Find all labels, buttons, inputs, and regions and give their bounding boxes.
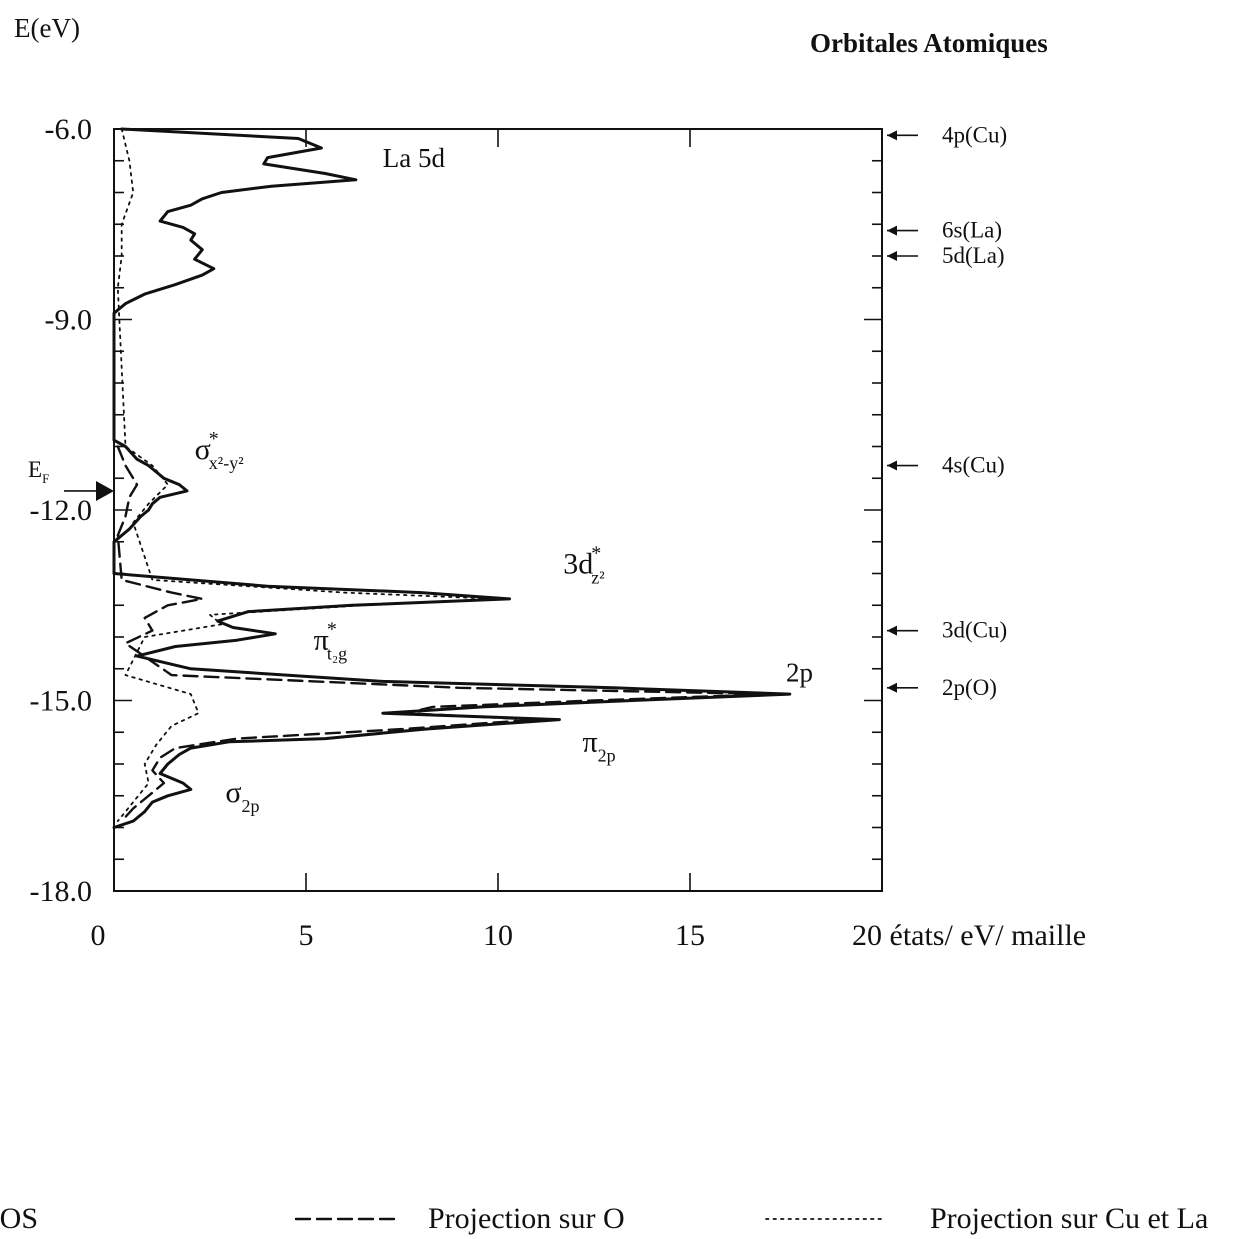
orbital-arrowhead bbox=[887, 625, 897, 636]
x-tick-label: 15 bbox=[675, 919, 705, 952]
y-tick-label: -12.0 bbox=[30, 494, 93, 527]
y-axis-label: E(eV) bbox=[14, 13, 80, 43]
x-axis-label: 20 états/ eV/ maille bbox=[852, 919, 1086, 952]
orbital-label: 4s(Cu) bbox=[942, 453, 1005, 478]
legend-cula-label: Projection sur Cu et La bbox=[930, 1202, 1208, 1235]
atomic-orbital-levels: 4p(Cu) 6s(La)5d(La) 4s(Cu) 3d(Cu) 2p(O) bbox=[887, 122, 1007, 700]
dos-total-curve bbox=[112, 127, 792, 829]
chart-title: Orbitales Atomiques bbox=[810, 28, 1048, 58]
fermi-arrowhead bbox=[96, 480, 114, 501]
legend: DOS Projection sur O Projection sur Cu e… bbox=[0, 1202, 1208, 1235]
orbital-arrowhead bbox=[887, 460, 897, 471]
annotation-sigma-2p: σ2p bbox=[225, 776, 259, 816]
annotation-sigma-x2y2: σ* x²-y² bbox=[195, 428, 244, 473]
orbital-label: 5d(La) bbox=[942, 243, 1005, 268]
orbital-arrowhead bbox=[887, 682, 897, 693]
orbital-arrowhead bbox=[887, 130, 897, 141]
annotation-3dz2: 3d* z² bbox=[563, 543, 604, 588]
x-tick-labels: 0 5 10 15 bbox=[91, 919, 706, 952]
annotation-la5d: La 5d bbox=[383, 143, 446, 173]
orbital-label: 2p(O) bbox=[942, 675, 997, 700]
x-tick-label: 10 bbox=[483, 919, 513, 952]
orbital-arrowhead bbox=[887, 251, 897, 261]
orbital-label: 6s(La) bbox=[942, 218, 1002, 243]
fermi-label: EF bbox=[28, 457, 49, 486]
band-annotations: La 5d σ* x²-y² 3d* z² π* t₂g 2p π2p σ2p bbox=[195, 143, 813, 816]
x-tick-label: 0 bbox=[91, 919, 106, 952]
y-tick-label: -15.0 bbox=[30, 685, 93, 718]
annotation-pi-t2g: π* t₂g bbox=[314, 619, 347, 664]
dos-o-projection-curve bbox=[116, 445, 772, 823]
y-tick-label: -9.0 bbox=[45, 304, 93, 337]
orbital-label: 3d(Cu) bbox=[942, 618, 1007, 643]
y-tick-labels: -6.0 -9.0 -12.0 -15.0 -18.0 bbox=[30, 113, 93, 908]
y-tick-label: -6.0 bbox=[45, 113, 93, 146]
axis-ticks bbox=[114, 128, 882, 892]
annotation-pi-2p: π2p bbox=[582, 725, 615, 765]
legend-o-label: Projection sur O bbox=[428, 1202, 625, 1235]
orbital-label: 4p(Cu) bbox=[942, 122, 1007, 147]
orbital-arrowhead bbox=[887, 225, 897, 236]
x-tick-label: 5 bbox=[299, 919, 314, 952]
dos-curves bbox=[112, 127, 792, 829]
legend-dos-label: DOS bbox=[0, 1202, 38, 1235]
dos-cula-projection-curve bbox=[116, 128, 499, 822]
y-tick-label: -18.0 bbox=[30, 875, 93, 908]
annotation-2p: 2p bbox=[786, 657, 813, 687]
fermi-level-marker: EF bbox=[28, 457, 114, 501]
